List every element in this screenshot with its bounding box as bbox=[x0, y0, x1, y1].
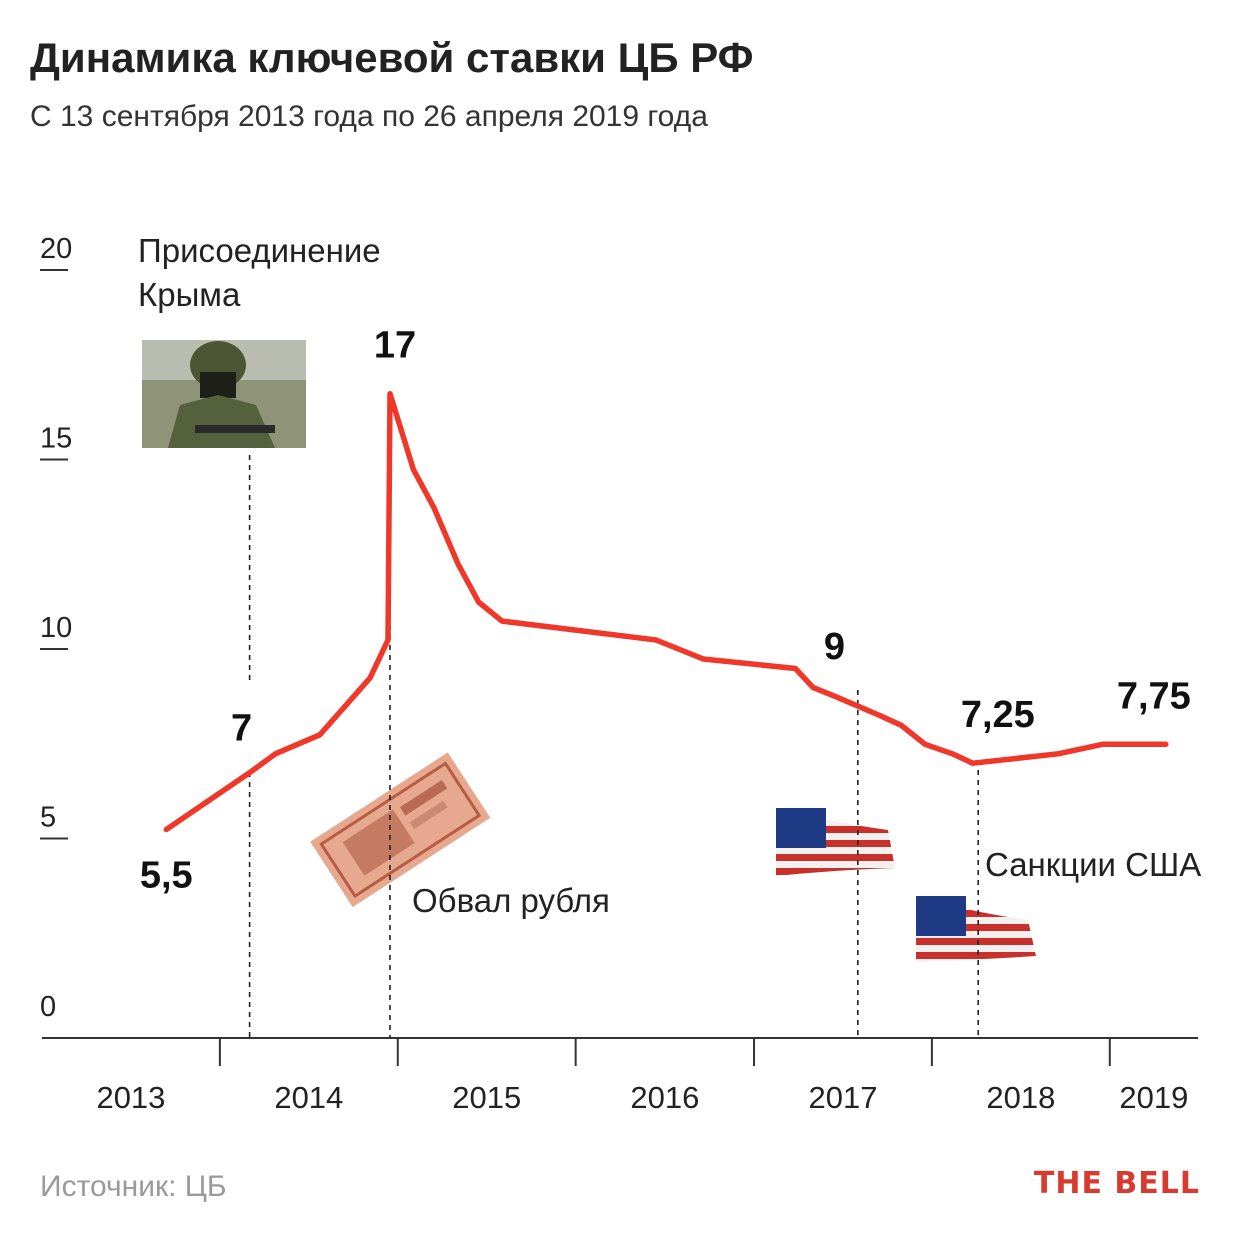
us-flag-image bbox=[916, 896, 1036, 962]
x-tick-label-3: 2016 bbox=[630, 1080, 699, 1115]
chart-subtitle: С 13 сентября 2013 года по 26 апреля 201… bbox=[30, 100, 708, 133]
y-tick-label-3: 15 bbox=[40, 423, 72, 455]
rate-series-line bbox=[163, 390, 1169, 833]
value-label-3: 9 bbox=[824, 626, 845, 668]
value-label-4: 7,25 bbox=[961, 694, 1035, 736]
value-labels: 5,5 7 17 9 7,25 7,75 bbox=[140, 325, 1191, 897]
chart-title: Динамика ключевой ставки ЦБ РФ bbox=[30, 34, 754, 81]
y-tick-label-0: 0 bbox=[40, 991, 56, 1023]
x-tick-label-4: 2017 bbox=[808, 1080, 877, 1115]
axes: 0 5 10 15 20 2013 2014 2015 2016 2017 2018 2019 bbox=[40, 233, 1198, 1115]
source-note: Источник: ЦБ bbox=[40, 1170, 227, 1203]
us-flag-image bbox=[776, 808, 895, 876]
y-tick-label-2: 10 bbox=[40, 612, 72, 644]
value-label-2: 17 bbox=[374, 325, 416, 367]
x-tick-label-6: 2019 bbox=[1119, 1080, 1188, 1115]
x-tick-label-0: 2013 bbox=[96, 1080, 165, 1115]
value-label-1: 7 bbox=[231, 708, 252, 750]
soldier-photo bbox=[142, 340, 306, 448]
event-annotation-label: Крыма bbox=[138, 276, 241, 313]
event-annotation-label: Санкции США bbox=[985, 846, 1201, 883]
event-markers: Присоединение Крыма Обвал рубля Санкции США bbox=[138, 232, 1201, 1038]
event-annotation-label: Обвал рубля bbox=[412, 882, 610, 919]
event-annotation-label: Присоединение bbox=[138, 232, 381, 269]
x-tick-label-1: 2014 bbox=[274, 1080, 343, 1115]
brand-logo: THE BELL bbox=[1033, 1166, 1200, 1201]
series-layer bbox=[163, 390, 1169, 833]
value-label-5: 7,75 bbox=[1117, 675, 1191, 717]
x-tick-label-5: 2018 bbox=[986, 1080, 1055, 1115]
banknote-5000-image bbox=[310, 752, 491, 908]
y-tick-label-4: 20 bbox=[40, 233, 72, 265]
value-label-0: 5,5 bbox=[140, 855, 193, 897]
x-tick-label-2: 2015 bbox=[452, 1080, 521, 1115]
y-tick-label-1: 5 bbox=[40, 802, 56, 834]
